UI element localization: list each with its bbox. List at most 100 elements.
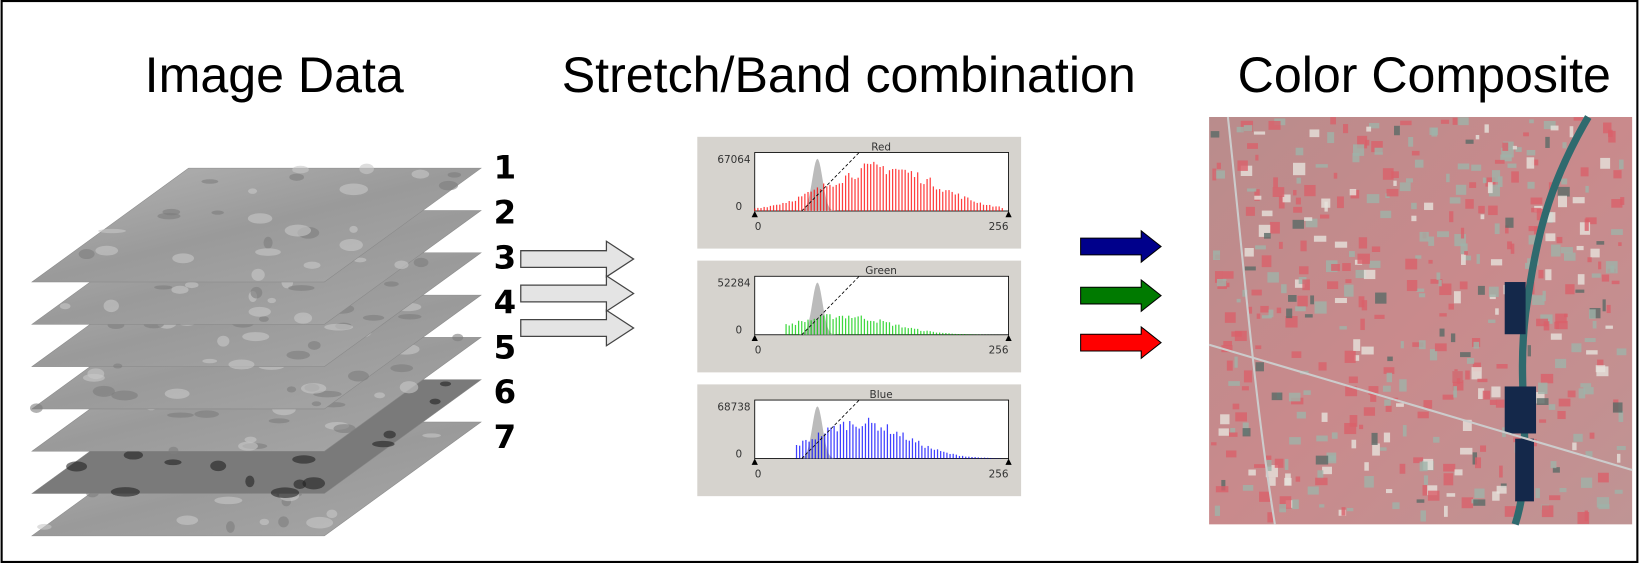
layer-texture [98, 228, 126, 234]
composite-texture [1393, 180, 1397, 186]
composite-texture [1288, 392, 1301, 402]
composite-texture [1318, 362, 1327, 371]
title: Stretch/Band combination [562, 47, 1136, 103]
composite-texture [1371, 141, 1383, 153]
composite-texture [1602, 299, 1606, 312]
composite-texture [1461, 255, 1472, 261]
composite-texture [1418, 340, 1426, 350]
composite-texture [1538, 269, 1544, 279]
composite-texture [1285, 316, 1298, 328]
layer-texture [214, 496, 243, 505]
composite-texture [1547, 212, 1556, 223]
layer-texture [217, 335, 230, 347]
layer-texture [374, 392, 386, 399]
layer-texture [92, 385, 115, 397]
composite-texture [1557, 195, 1568, 208]
layer-texture [111, 390, 138, 401]
color-composite [1208, 115, 1633, 526]
composite-texture [1336, 196, 1344, 209]
composite-texture [1450, 333, 1456, 343]
composite-texture [1596, 241, 1605, 245]
layer-texture [167, 412, 194, 418]
composite-texture [1271, 392, 1283, 401]
composite-texture [1580, 383, 1592, 388]
composite-texture [1267, 512, 1274, 523]
band-label: Red [871, 141, 891, 153]
composite-texture [1590, 248, 1600, 258]
range-start: 0 [755, 221, 762, 233]
composite-texture [1501, 147, 1514, 158]
layer-texture [289, 173, 305, 181]
composite-texture [1278, 196, 1285, 209]
composite-texture [1446, 493, 1456, 497]
composite-texture [1443, 505, 1448, 517]
composite-texture [1528, 225, 1540, 232]
layer-texture [447, 172, 462, 178]
composite-texture [1578, 388, 1586, 399]
composite-texture [1464, 251, 1468, 255]
layer-texture [59, 303, 71, 310]
composite-texture [1291, 351, 1302, 358]
composite-texture [1461, 254, 1466, 265]
band-number: 3 [494, 238, 517, 276]
composite-texture [1396, 403, 1404, 407]
composite-texture [1333, 172, 1338, 179]
layer-texture [306, 516, 334, 529]
layer-texture [411, 169, 430, 179]
composite-texture [1400, 341, 1404, 349]
composite-texture [1255, 245, 1266, 250]
composite-texture [1416, 288, 1425, 292]
layer-texture [270, 487, 300, 498]
composite-texture [1453, 291, 1461, 304]
composite-texture [1527, 345, 1532, 357]
composite-texture [1612, 402, 1623, 413]
composite-texture [1248, 469, 1256, 476]
composite-texture [1268, 309, 1274, 318]
composite-texture [1359, 424, 1364, 430]
composite-texture [1255, 362, 1264, 372]
composite-texture [1466, 358, 1475, 364]
layer-texture [202, 358, 218, 364]
composite-texture [1575, 289, 1585, 293]
composite-texture [1572, 197, 1585, 204]
composite-texture [1399, 379, 1407, 392]
composite-texture [1460, 352, 1471, 358]
composite-texture [1327, 281, 1339, 290]
composite-texture [1391, 171, 1399, 179]
composite-texture [1475, 457, 1482, 469]
composite-texture [1613, 170, 1622, 179]
histogram-panel: Red 67064 00 256 [697, 136, 1022, 249]
stretch-line [801, 152, 860, 212]
composite-texture [1286, 308, 1293, 319]
layer-texture [294, 312, 313, 324]
layer-texture [110, 487, 140, 497]
composite-texture [1439, 283, 1452, 296]
layer-texture [250, 286, 263, 299]
histogram-panel: Green 52284 00 256 [697, 260, 1022, 373]
composite-texture [1224, 312, 1236, 323]
composite-texture [1540, 373, 1554, 384]
composite-texture [1334, 297, 1347, 304]
composite-texture [1490, 259, 1503, 266]
composite-texture [1358, 296, 1365, 308]
composite-texture [1236, 298, 1241, 303]
composite-texture [1380, 210, 1392, 219]
composite-texture [1344, 284, 1354, 297]
composite-texture [1507, 241, 1512, 250]
composite-texture [1561, 178, 1568, 185]
composite-texture [1278, 241, 1283, 249]
band-label: Green [865, 265, 897, 277]
composite-texture [1231, 331, 1242, 337]
composite-texture [1292, 499, 1299, 510]
composite-texture [1477, 285, 1485, 295]
composite-texture [1411, 202, 1417, 210]
composite-texture [1487, 182, 1493, 194]
composite-texture [1392, 502, 1400, 510]
composite-texture [1235, 412, 1248, 422]
arrow [1080, 278, 1162, 313]
composite-texture [1220, 414, 1230, 425]
composite-texture [1555, 320, 1568, 330]
composite-texture [1330, 117, 1337, 125]
composite-texture [1556, 236, 1563, 244]
composite-texture [1571, 343, 1582, 353]
